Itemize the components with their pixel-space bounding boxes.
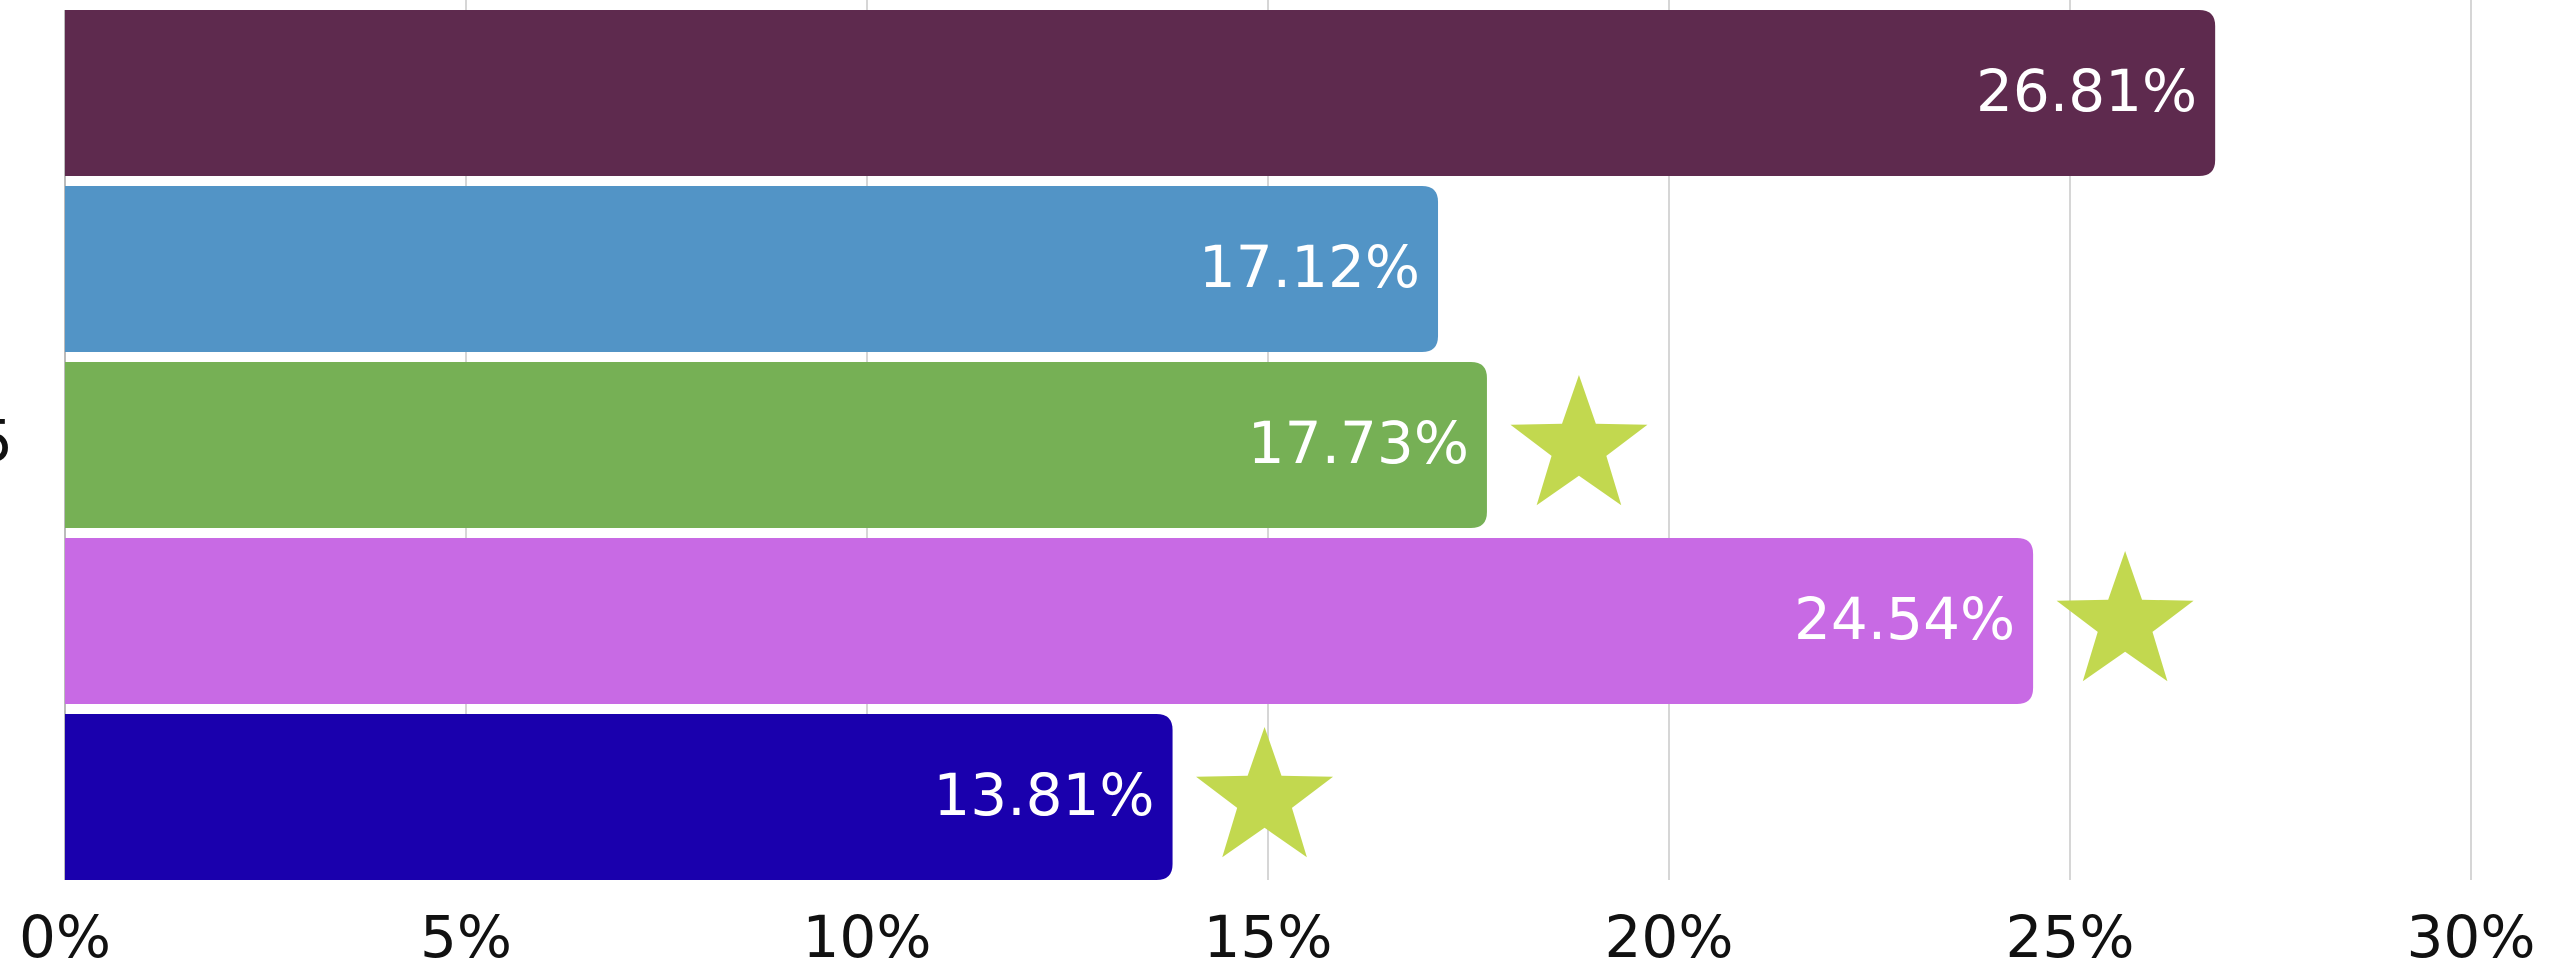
bar: [65, 714, 1173, 880]
value-label: 24.54%: [1794, 585, 2015, 653]
bar: [65, 186, 1439, 352]
value-label: 13.81%: [933, 761, 1154, 829]
bar: [65, 538, 2034, 704]
value-label: 17.12%: [1199, 233, 1420, 301]
x-tick-label: 5%: [420, 903, 512, 971]
x-tick-label: 20%: [1605, 903, 1734, 971]
x-tick-label: 0%: [19, 903, 111, 971]
value-label: 17.73%: [1248, 409, 1469, 477]
star-marker: [1196, 727, 1334, 858]
value-label: 26.81%: [1976, 57, 2197, 125]
bar: [65, 10, 2216, 176]
x-tick-label: 10%: [803, 903, 932, 971]
star-marker: [2056, 551, 2194, 682]
bar: [65, 362, 1487, 528]
star-marker: [1510, 375, 1648, 506]
x-tick-label: 25%: [2006, 903, 2135, 971]
y-tick-label: 5: [0, 407, 13, 475]
x-tick-label: 15%: [1204, 903, 1333, 971]
x-tick-label: 30%: [2407, 903, 2536, 971]
